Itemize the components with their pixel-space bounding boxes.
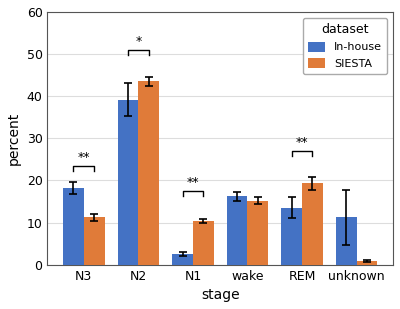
- Bar: [302, 183, 323, 265]
- Text: **: **: [296, 136, 308, 149]
- Bar: [336, 218, 357, 265]
- Bar: [63, 188, 84, 265]
- Bar: [248, 201, 268, 265]
- Bar: [138, 82, 159, 265]
- Bar: [281, 208, 302, 265]
- Bar: [193, 221, 214, 265]
- Y-axis label: percent: percent: [7, 112, 21, 165]
- Legend: In-house, SIESTA: In-house, SIESTA: [303, 18, 388, 74]
- Bar: [227, 197, 248, 265]
- Text: **: **: [78, 151, 90, 164]
- Bar: [118, 99, 138, 265]
- X-axis label: stage: stage: [201, 288, 240, 302]
- Bar: [357, 261, 377, 265]
- Bar: [84, 218, 104, 265]
- Text: **: **: [187, 176, 199, 189]
- Bar: [172, 254, 193, 265]
- Text: *: *: [135, 35, 142, 48]
